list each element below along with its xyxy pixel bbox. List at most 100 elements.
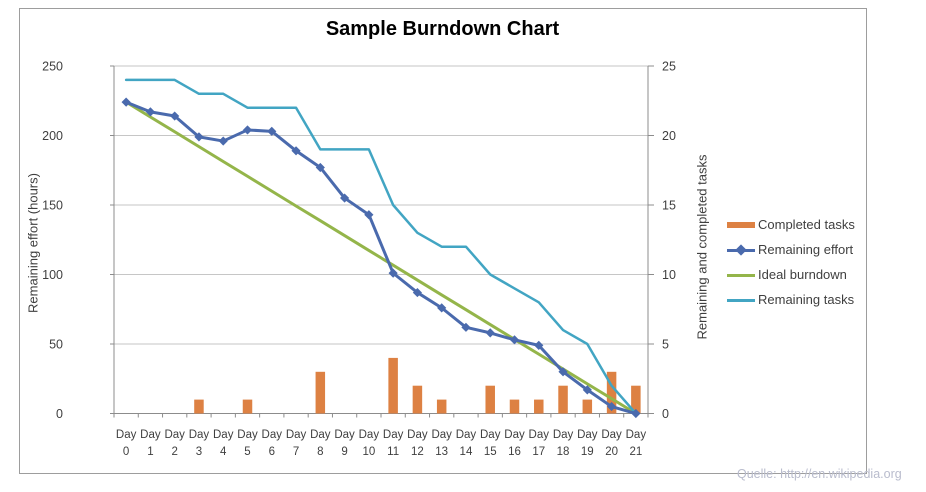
legend-swatch-completed-tasks	[727, 218, 755, 232]
left-axis-tick-label: 150	[42, 199, 63, 213]
day-label-number: 17	[532, 446, 545, 458]
left-axis-tick-label: 200	[42, 129, 63, 143]
marker-diamond	[145, 107, 156, 117]
day-label-number: 3	[196, 446, 202, 458]
legend: Completed tasks Remaining effort Ideal bur…	[727, 212, 855, 312]
bar-completed-tasks	[315, 371, 326, 414]
bar-swatch-icon	[727, 221, 755, 228]
day-label-word: Day	[262, 429, 283, 441]
day-label-word: Day	[407, 429, 428, 441]
line-remaining-tasks	[124, 78, 638, 415]
bar-completed-tasks	[582, 399, 593, 414]
legend-label-remaining-tasks: Remaining tasks	[758, 292, 855, 307]
day-label-number: 11	[387, 446, 399, 458]
marker-diamond	[267, 126, 277, 136]
legend-label-ideal-burndown: Ideal burndown	[758, 267, 847, 282]
day-label-number: 1	[147, 446, 153, 458]
right-axis-tick-label: 15	[662, 199, 676, 213]
marker-diamond	[582, 385, 592, 395]
marker-diamond	[509, 335, 520, 345]
day-label-number: 19	[581, 446, 594, 458]
marker-diamond	[364, 210, 374, 220]
marker-diamond	[194, 132, 204, 142]
legend-item-remaining-tasks: Remaining tasks	[727, 287, 855, 312]
legend-swatch-remaining-effort	[727, 243, 755, 257]
diamond-marker-icon	[735, 244, 747, 256]
legend-item-ideal-burndown: Ideal burndown	[727, 262, 855, 287]
bar-completed-tasks	[534, 399, 544, 414]
day-label-number: 6	[269, 446, 275, 458]
line-swatch-icon	[727, 273, 755, 277]
chart-frame	[19, 8, 867, 474]
day-label-number: 10	[362, 446, 375, 458]
line-remaining-effort	[124, 100, 638, 415]
day-label-word: Day	[237, 429, 258, 441]
day-label-number: 9	[341, 446, 347, 458]
day-label-word: Day	[140, 429, 161, 441]
day-label-word: Day	[383, 429, 404, 441]
right-axis-tick-label: 25	[662, 60, 676, 74]
day-label-word: Day	[504, 429, 525, 441]
marker-diamond	[242, 125, 253, 135]
marker-diamond	[388, 268, 398, 278]
day-label-word: Day	[116, 429, 137, 441]
day-label-word: Day	[480, 429, 501, 441]
day-label-word: Day	[601, 429, 622, 441]
right-axis-tick-label: 10	[662, 268, 676, 282]
day-label-word: Day	[431, 429, 452, 441]
day-label-number: 15	[484, 446, 497, 458]
legend-item-remaining-effort: Remaining effort	[727, 237, 855, 262]
marker-diamond	[534, 340, 544, 350]
marker-diamond	[606, 401, 617, 412]
day-label-number: 0	[123, 446, 129, 458]
left-axis-tick-label: 250	[42, 60, 63, 74]
day-label-number: 18	[557, 446, 570, 458]
marker-diamond	[121, 97, 131, 107]
day-label-word: Day	[310, 429, 331, 441]
day-label-word: Day	[213, 429, 234, 441]
day-label-word: Day	[164, 429, 185, 441]
legend-label-remaining-effort: Remaining effort	[758, 242, 854, 257]
bar-completed-tasks	[388, 357, 398, 414]
day-label-word: Day	[456, 429, 477, 441]
marker-diamond	[558, 367, 568, 377]
day-label-word: Day	[286, 429, 307, 441]
left-axis-tick-label: 100	[42, 268, 63, 282]
day-label-number: 14	[460, 446, 473, 458]
day-label-number: 13	[435, 446, 448, 458]
marker-diamond	[412, 287, 423, 298]
bar-completed-tasks	[412, 385, 423, 414]
bar-completed-tasks	[606, 371, 617, 414]
bar-completed-tasks	[436, 399, 447, 414]
bar-completed-tasks	[631, 385, 641, 414]
day-label-word: Day	[553, 429, 574, 441]
marker-diamond	[291, 146, 301, 156]
marker-diamond	[437, 303, 447, 313]
day-label-word: Day	[189, 429, 210, 441]
day-label-word: Day	[529, 429, 550, 441]
marker-diamond	[631, 408, 641, 419]
marker-diamond	[170, 111, 180, 121]
left-axis-tick-label: 0	[56, 407, 63, 421]
right-axis-tick-label: 5	[662, 338, 669, 352]
marker-diamond	[485, 328, 495, 338]
bar-completed-tasks	[485, 385, 495, 414]
line-ideal-burndown	[124, 100, 638, 415]
left-axis-tick-label: 50	[49, 338, 63, 352]
day-label-number: 5	[244, 446, 250, 458]
day-label-word: Day	[334, 429, 355, 441]
day-label-word: Day	[359, 429, 380, 441]
day-label-number: 12	[411, 446, 424, 458]
day-label-word: Day	[626, 429, 647, 441]
marker-diamond	[461, 322, 471, 332]
bar-completed-tasks	[558, 385, 568, 414]
source-watermark: Quelle: http://en.wikipedia.org	[737, 467, 902, 481]
legend-swatch-ideal-burndown	[727, 268, 755, 282]
marker-diamond	[315, 162, 325, 173]
legend-swatch-remaining-tasks	[727, 293, 755, 307]
right-axis-tick-label: 20	[662, 129, 676, 143]
right-axis-tick-label: 0	[662, 407, 669, 421]
chart-title: Sample Burndown Chart	[325, 18, 560, 40]
